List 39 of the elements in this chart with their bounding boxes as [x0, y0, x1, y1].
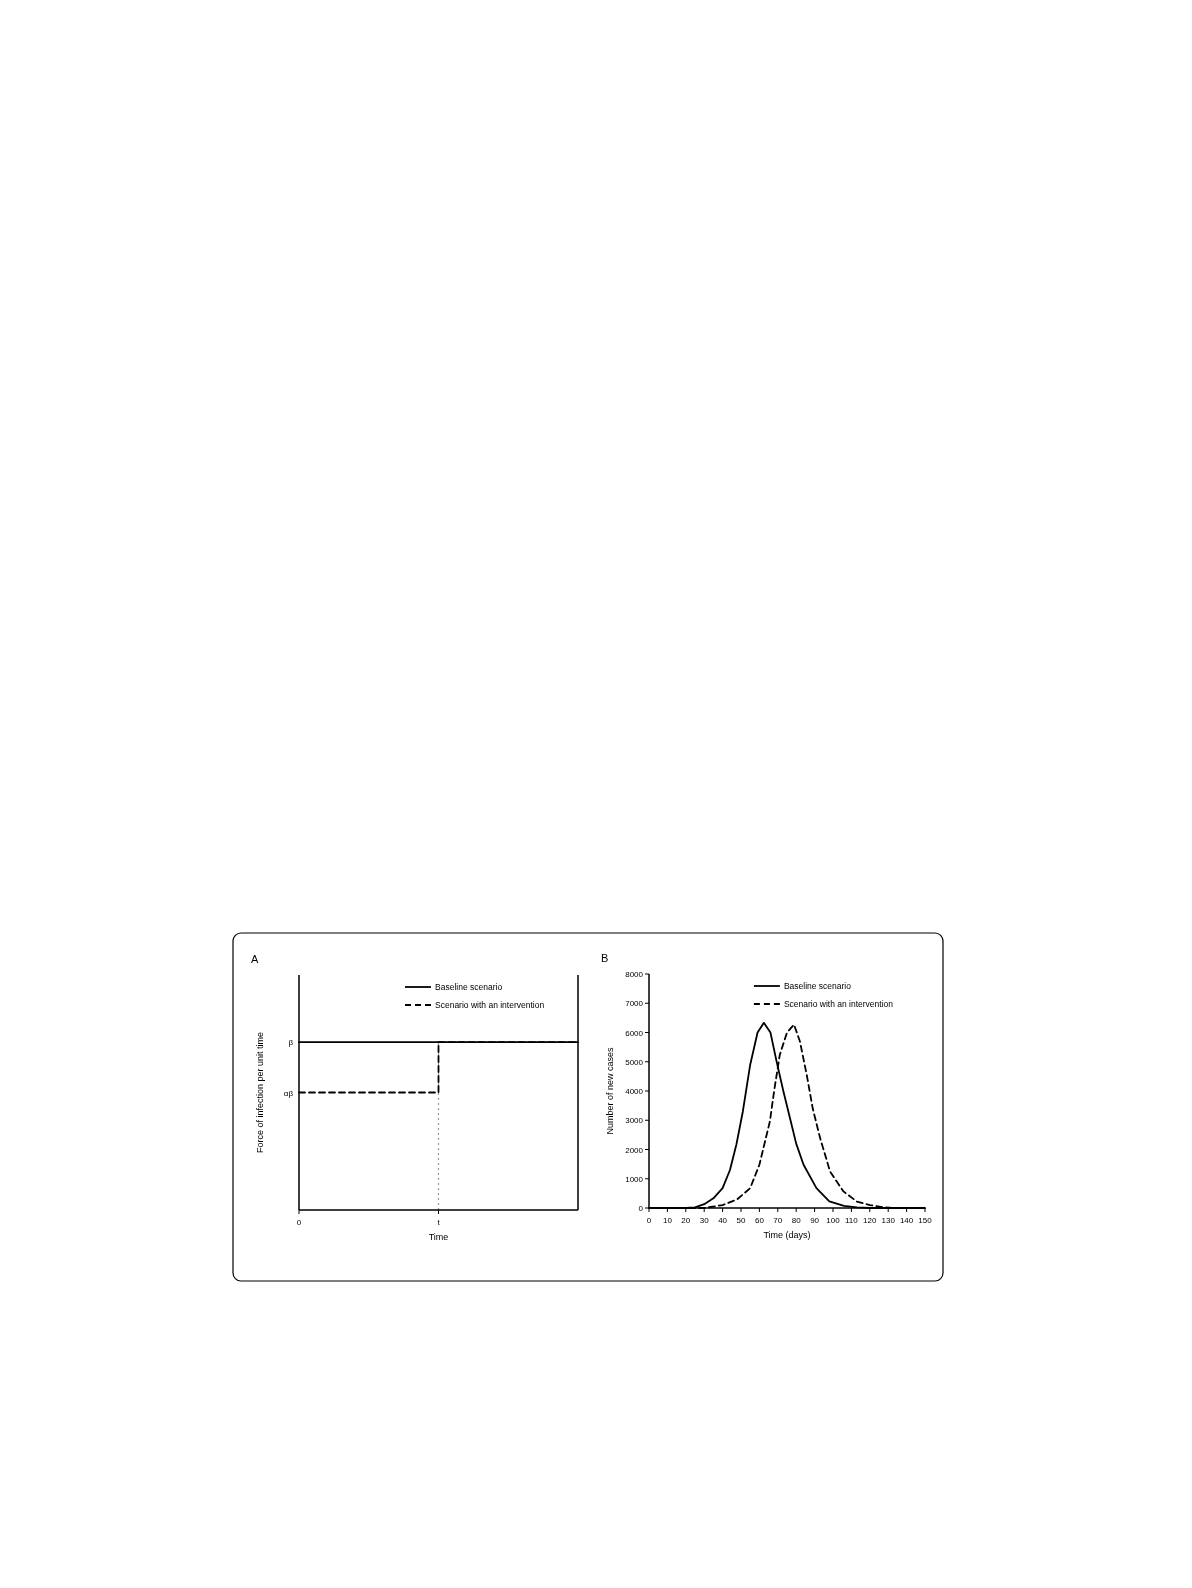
x-tick-label: 120	[863, 1216, 878, 1225]
x-tick-label: 90	[810, 1216, 820, 1225]
y-axis-title: Force of infection per unit time	[255, 1031, 265, 1154]
x-axis-title: Time	[428, 1232, 449, 1242]
chart-title: B	[601, 952, 609, 964]
y-tick-label: 5000	[625, 1057, 644, 1067]
y-tick-label: 6000	[625, 1028, 644, 1038]
x-axis-title: Time (days)	[763, 1230, 811, 1240]
chart-title: A	[251, 953, 259, 965]
y-tick-label: 2000	[625, 1145, 644, 1155]
x-tick-label: 110	[845, 1216, 859, 1225]
y-tick-label: 7000	[625, 999, 644, 1009]
legend-label: Baseline scenario	[435, 982, 503, 992]
legend-label: Scenario with an intervention	[783, 999, 894, 1009]
x-tick-label: 60	[754, 1216, 765, 1225]
text: β	[288, 1038, 294, 1048]
x-tick-label: 100	[826, 1216, 841, 1225]
legend-label: Baseline scenario	[783, 981, 852, 991]
x-tick-label: 50	[736, 1216, 746, 1225]
x-tick-label: 10	[662, 1216, 673, 1225]
y-axis-title: Number of new cases	[605, 1046, 615, 1135]
y-tick-label: 1000	[625, 1174, 644, 1184]
x-tick-label: 0	[296, 1218, 302, 1227]
y-tick-label: 0	[638, 1204, 644, 1213]
x-tick-label: 70	[773, 1216, 783, 1225]
x-tick-label: 150	[918, 1216, 933, 1225]
legend-label: Scenario with an intervention	[435, 1000, 545, 1010]
text: αβ	[283, 1088, 294, 1098]
x-tick-label: 0	[646, 1216, 652, 1225]
y-tick-label: 8000	[625, 970, 644, 979]
x-tick-label: 130	[881, 1216, 896, 1225]
x-tick-label: 140	[899, 1216, 914, 1225]
x-tick-label: 30	[699, 1216, 710, 1225]
x-tick-label: 80	[791, 1216, 802, 1225]
y-tick-label: 4000	[625, 1087, 644, 1096]
x-tick-label: t	[437, 1218, 441, 1227]
x-tick-label: 20	[681, 1216, 691, 1225]
x-tick-label: 40	[718, 1216, 728, 1225]
y-tick-label: 3000	[625, 1116, 644, 1126]
